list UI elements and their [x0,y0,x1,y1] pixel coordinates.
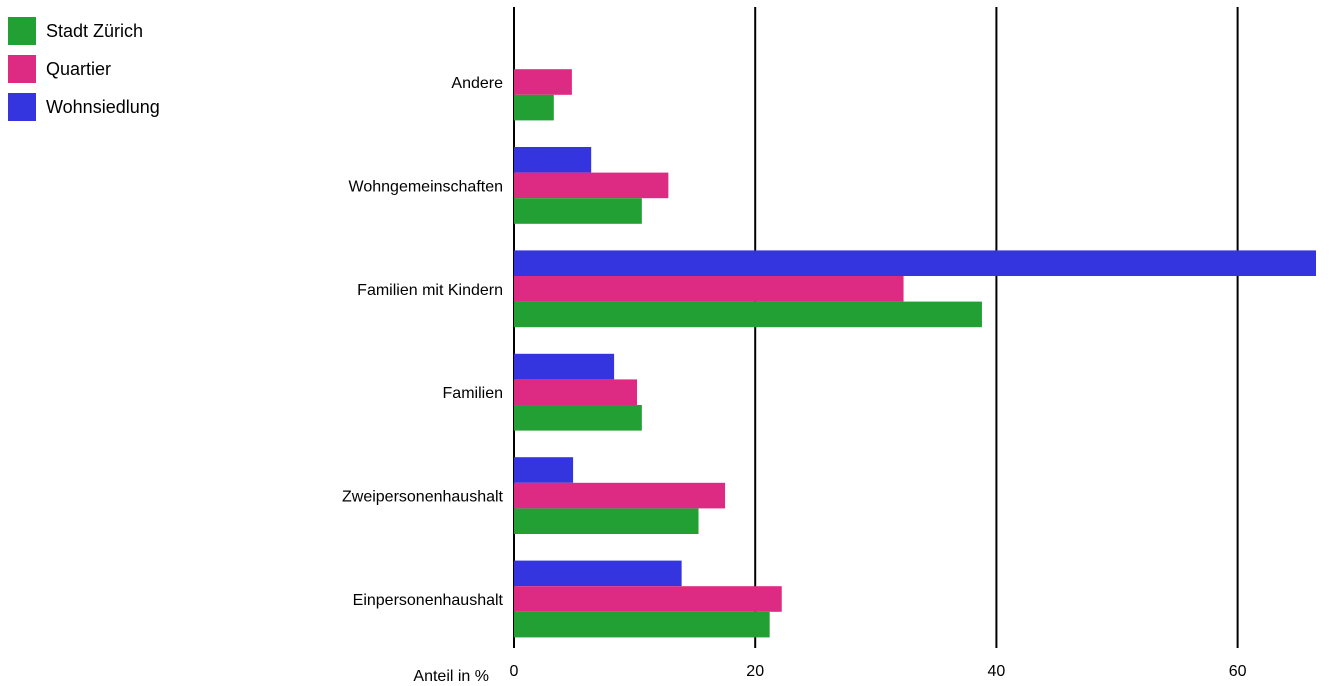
legend: Stadt Zürich Quartier Wohnsiedlung [8,12,160,126]
x-axis-title: Anteil in % [413,668,489,685]
bar [514,482,726,509]
bar [514,198,642,224]
x-tick-label: 40 [988,663,1006,680]
bar [514,379,638,405]
bar [514,94,554,121]
bar [514,586,782,612]
category-label: Familien [443,385,503,402]
bar-layer [514,69,1316,638]
label-layer: 0 20 40 60 Andere Wohngemeinschaften Familien … [342,75,1247,680]
legend-item-wohnsiedlung: Wohnsiedlung [8,88,160,126]
bar [514,301,982,328]
bar [514,611,770,638]
x-tick-label: 60 [1229,663,1247,680]
bar [514,560,682,587]
legend-label: Quartier [46,58,112,79]
bar [514,69,572,95]
grid-layer [513,7,1239,648]
bar [514,457,574,483]
bar [514,250,1316,276]
bar [514,147,592,173]
legend-item-stadt-zurich: Stadt Zürich [8,12,160,50]
legend-swatch-wohnsiedlung [8,93,36,121]
x-tick-label: 20 [746,663,764,680]
bar [514,353,615,380]
category-label: Zweipersonenhaushalt [342,489,504,506]
x-tick-label: 0 [510,663,519,680]
bar [514,508,699,534]
legend-label: Wohnsiedlung [46,96,160,117]
category-label: Einpersonenhaushalt [353,592,504,609]
bar [514,405,642,431]
legend-item-quartier: Quartier [8,50,160,88]
legend-swatch-quartier [8,55,36,83]
category-label: Andere [451,75,503,92]
category-label: Familien mit Kindern [357,282,503,299]
legend-swatch-stadt-zurich [8,17,36,45]
category-label: Wohngemeinschaften [349,178,503,195]
legend-label: Stadt Zürich [46,20,144,41]
bar [514,276,904,302]
bar [514,172,669,199]
